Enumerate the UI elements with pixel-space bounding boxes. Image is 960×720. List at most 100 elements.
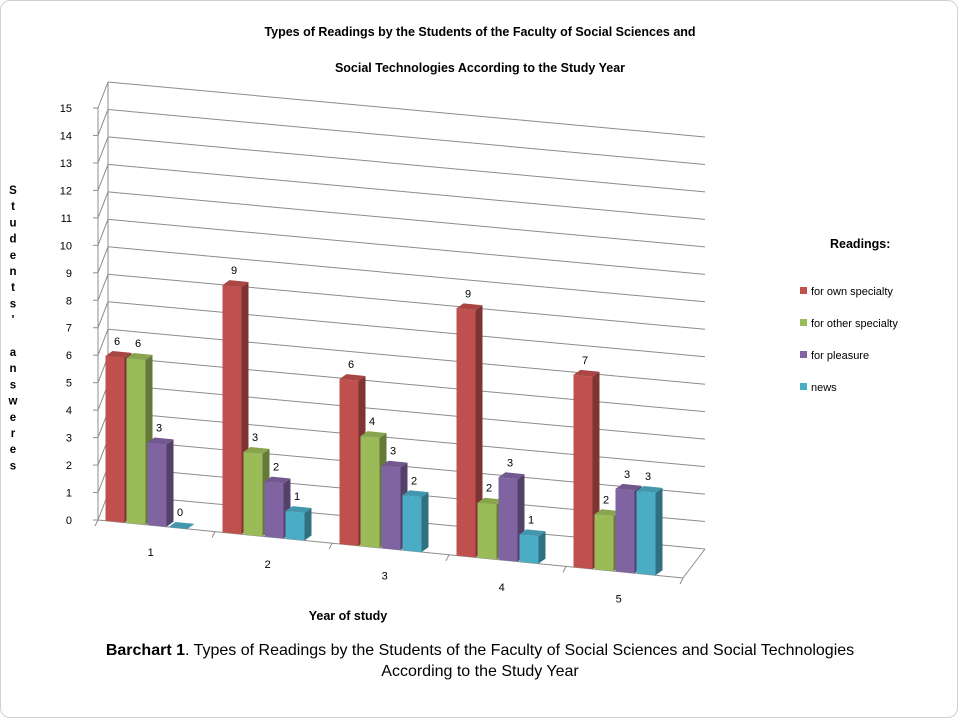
bar-front bbox=[498, 477, 518, 562]
data-labels: 6 6 3 0 9 3 2 1 6 4 3 2 9 2 3 1 7 2 3 3 bbox=[114, 265, 651, 526]
y-tick-label: 1 bbox=[66, 488, 72, 500]
bar-top bbox=[402, 490, 429, 498]
data-label: 1 bbox=[294, 491, 300, 503]
bar bbox=[402, 490, 429, 553]
bar bbox=[222, 280, 249, 535]
bar-top bbox=[126, 353, 153, 360]
x-tick bbox=[445, 554, 450, 562]
bar-front bbox=[147, 442, 167, 527]
bar-front bbox=[126, 358, 146, 525]
y-axis-title-char: r bbox=[11, 428, 16, 440]
data-label: 7 bbox=[582, 355, 588, 367]
x-tick bbox=[211, 531, 216, 538]
y-axis-title-char: t bbox=[11, 282, 15, 294]
gridline bbox=[107, 301, 706, 358]
gridlines bbox=[97, 81, 706, 550]
legend-swatch bbox=[800, 287, 807, 294]
bar bbox=[147, 437, 174, 527]
x-tick-label: 5 bbox=[616, 594, 622, 606]
side-gridline bbox=[97, 274, 109, 301]
x-tick bbox=[328, 542, 333, 550]
x-tick bbox=[679, 577, 684, 585]
bar-top bbox=[285, 506, 312, 514]
gridline bbox=[107, 81, 706, 138]
bar-side bbox=[655, 487, 663, 576]
side-gridline bbox=[97, 301, 109, 328]
bar-front bbox=[636, 490, 656, 576]
side-gridline bbox=[97, 81, 109, 109]
legend-label: for other specialty bbox=[811, 318, 898, 330]
y-axis-title-char: w bbox=[8, 396, 18, 408]
gridline bbox=[107, 163, 706, 220]
y-axis-title-char: t bbox=[11, 201, 15, 213]
bar-front bbox=[264, 481, 284, 539]
bar-front bbox=[519, 534, 539, 564]
data-label: 0 bbox=[177, 507, 183, 519]
gridline bbox=[107, 383, 706, 440]
legend-item: news bbox=[800, 382, 837, 394]
bar-front bbox=[456, 308, 476, 558]
bar-front bbox=[222, 285, 242, 535]
bar-top bbox=[147, 437, 174, 445]
y-tick-label: 9 bbox=[66, 268, 72, 280]
bar-front bbox=[243, 452, 263, 537]
data-label: 2 bbox=[603, 494, 609, 506]
data-label: 4 bbox=[369, 416, 375, 428]
y-tick-label: 5 bbox=[66, 378, 72, 390]
y-tick-label: 4 bbox=[66, 405, 72, 417]
bar-side bbox=[166, 439, 174, 527]
bar-side bbox=[304, 508, 312, 541]
legend-item: for own specialty bbox=[800, 286, 893, 298]
y-tick-label: 0 bbox=[66, 515, 72, 527]
gridline bbox=[107, 411, 706, 468]
bar-top bbox=[243, 447, 270, 454]
data-label: 3 bbox=[507, 457, 513, 469]
data-label: 9 bbox=[465, 288, 471, 300]
bar-top bbox=[456, 303, 483, 311]
bars bbox=[105, 280, 663, 576]
x-tick-label: 1 bbox=[148, 547, 154, 559]
y-axis-title-char: e bbox=[10, 412, 16, 424]
gridline bbox=[107, 328, 706, 385]
chart-title-line2: Social Technologies According to the Stu… bbox=[335, 61, 625, 75]
bar-side bbox=[421, 492, 429, 553]
gridline bbox=[107, 218, 706, 275]
data-label: 3 bbox=[624, 469, 630, 481]
side-gridline bbox=[97, 246, 109, 273]
legend-label: news bbox=[811, 382, 837, 394]
legend-swatch bbox=[800, 351, 807, 358]
bar bbox=[168, 521, 195, 529]
y-tick-label: 2 bbox=[66, 460, 72, 472]
bar-top bbox=[594, 509, 621, 517]
data-label: 3 bbox=[645, 471, 651, 483]
bar-front bbox=[402, 495, 422, 553]
gridline bbox=[107, 108, 706, 165]
side-gridline bbox=[97, 191, 109, 219]
data-label: 3 bbox=[390, 446, 396, 458]
y-axis-title-char: e bbox=[10, 444, 16, 456]
bar-front bbox=[105, 355, 125, 523]
side-gridline bbox=[97, 109, 109, 136]
y-axis-title-char: e bbox=[10, 250, 16, 262]
bar-front bbox=[360, 436, 380, 548]
gridline bbox=[107, 356, 706, 413]
bar-side bbox=[475, 305, 483, 558]
bar-top bbox=[519, 529, 546, 537]
x-tick-label: 4 bbox=[499, 582, 505, 594]
bar-front bbox=[477, 502, 497, 560]
bar-front bbox=[339, 379, 359, 546]
gridline bbox=[107, 273, 706, 330]
y-axis-title-char: a bbox=[10, 347, 17, 359]
y-axis-title-char: n bbox=[9, 363, 16, 375]
bar-side bbox=[538, 531, 546, 564]
data-label: 6 bbox=[135, 338, 141, 350]
x-tick-label: 2 bbox=[265, 559, 271, 571]
y-axis-title-char: ' bbox=[12, 315, 15, 327]
bar-top bbox=[168, 521, 195, 529]
data-label: 6 bbox=[348, 359, 354, 371]
bar bbox=[519, 529, 546, 564]
bar-top bbox=[105, 350, 132, 358]
floor-edge bbox=[682, 548, 706, 579]
bar-top bbox=[615, 483, 642, 491]
